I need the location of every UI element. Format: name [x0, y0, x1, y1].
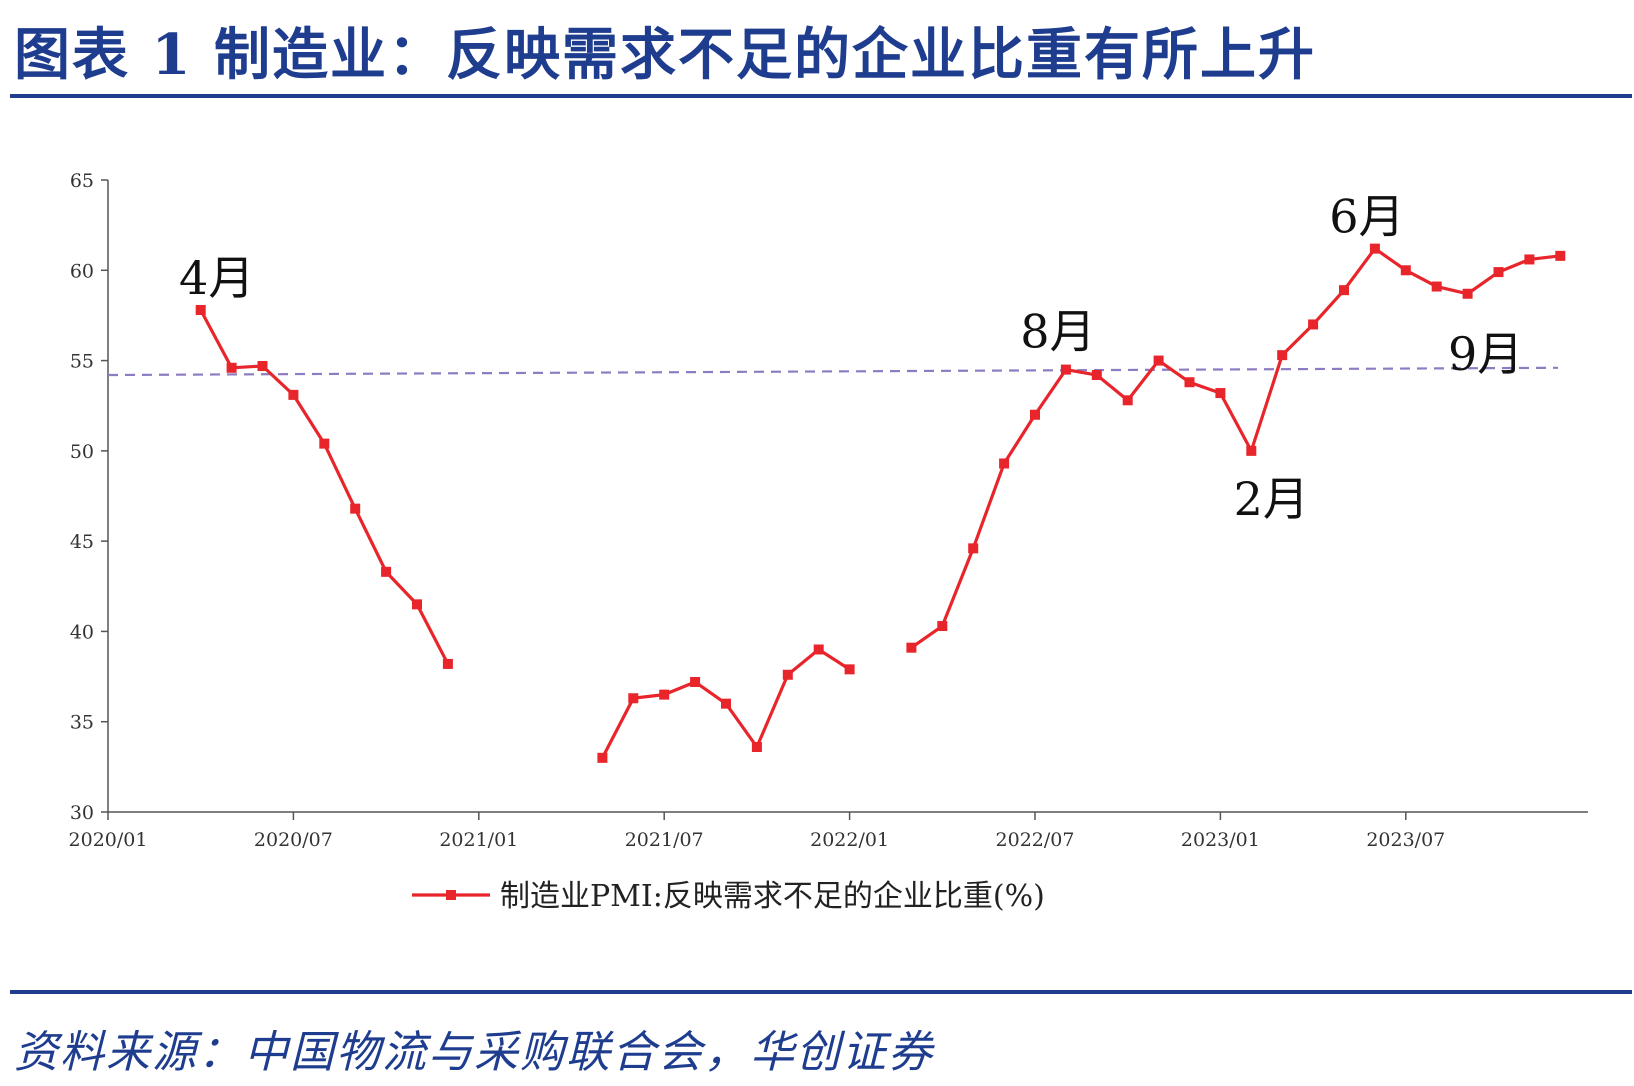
data-point [1555, 250, 1566, 261]
reference-line [107, 366, 1559, 377]
data-point [1493, 267, 1504, 278]
data-point [1308, 319, 1319, 330]
y-tick-label: 40 [70, 621, 94, 643]
x-tick-label: 2020/07 [254, 829, 333, 851]
x-tick-label: 2021/07 [625, 829, 704, 851]
data-point [751, 741, 762, 752]
data-point [350, 503, 361, 514]
axes: 30 35 40 45 50 55 60 65 2020/01 2020/07 2021/01 202… [69, 170, 1588, 851]
data-point [597, 752, 608, 763]
data-point [937, 621, 948, 632]
annotation-label: 8月 [1020, 305, 1095, 359]
data-point [844, 664, 855, 675]
footer-rule [10, 990, 1632, 994]
series-line-segment [910, 247, 1561, 649]
data-point [721, 698, 731, 709]
annotation-label: 6月 [1329, 190, 1404, 244]
data-point [319, 438, 330, 449]
x-tick-label: 2021/01 [439, 829, 518, 851]
data-point [1400, 265, 1411, 276]
series-line-segment [199, 309, 450, 665]
data-point [195, 305, 206, 316]
plot-area [107, 243, 1566, 763]
data-point [1215, 388, 1226, 399]
x-tick-label: 2020/01 [69, 829, 148, 851]
x-tick-label: 2022/01 [810, 829, 889, 851]
data-point [442, 658, 453, 669]
header-rule [10, 94, 1632, 98]
data-point [1462, 288, 1473, 299]
data-point [1369, 243, 1380, 254]
data-point [782, 669, 793, 680]
chart-title: 图表 1 制造业：反映需求不足的企业比重有所上升 [14, 22, 1316, 88]
data-point [1091, 370, 1102, 381]
annotation-label: 2月 [1234, 472, 1309, 526]
annotation-label: 9月 [1448, 327, 1523, 381]
data-point [1524, 254, 1535, 265]
data-point [690, 676, 701, 687]
data-point [1277, 350, 1288, 361]
data-point [1246, 445, 1257, 456]
data-point [1153, 355, 1164, 366]
y-tick-label: 65 [70, 170, 94, 192]
data-point [659, 689, 670, 700]
legend-label: 制造业PMI:反映需求不足的企业比重(%) [500, 879, 1045, 914]
y-tick-label: 30 [70, 802, 94, 824]
data-point [257, 360, 268, 371]
x-tick-label: 2023/07 [1366, 829, 1445, 851]
data-point [1184, 377, 1195, 388]
y-tick-label: 35 [70, 712, 94, 734]
data-point [288, 389, 299, 400]
annotations: 4月 8月 2月 6月 9月 [179, 190, 1523, 526]
source-note: 资料来源：中国物流与采购联合会，华创证券 [14, 1027, 934, 1078]
data-point [1339, 285, 1349, 296]
data-point [813, 644, 824, 655]
data-point [968, 543, 979, 554]
annotation-label: 4月 [179, 251, 254, 305]
data-point [1060, 364, 1071, 375]
data-point [1030, 409, 1040, 420]
data-point [226, 362, 237, 373]
data-point [628, 693, 639, 704]
y-tick-label: 50 [70, 441, 94, 463]
data-point [381, 566, 392, 577]
data-point [1431, 281, 1442, 292]
data-point [1122, 395, 1133, 406]
data-point [412, 599, 422, 610]
data-point [906, 642, 917, 653]
x-tick-label: 2022/07 [996, 829, 1075, 851]
y-tick-label: 60 [70, 260, 94, 282]
y-tick-label: 45 [70, 531, 94, 553]
legend-marker [446, 890, 456, 900]
y-tick-label: 55 [70, 351, 94, 373]
x-tick-label: 2023/01 [1181, 829, 1260, 851]
data-point [999, 458, 1010, 469]
legend: 制造业PMI:反映需求不足的企业比重(%) [412, 879, 1045, 914]
